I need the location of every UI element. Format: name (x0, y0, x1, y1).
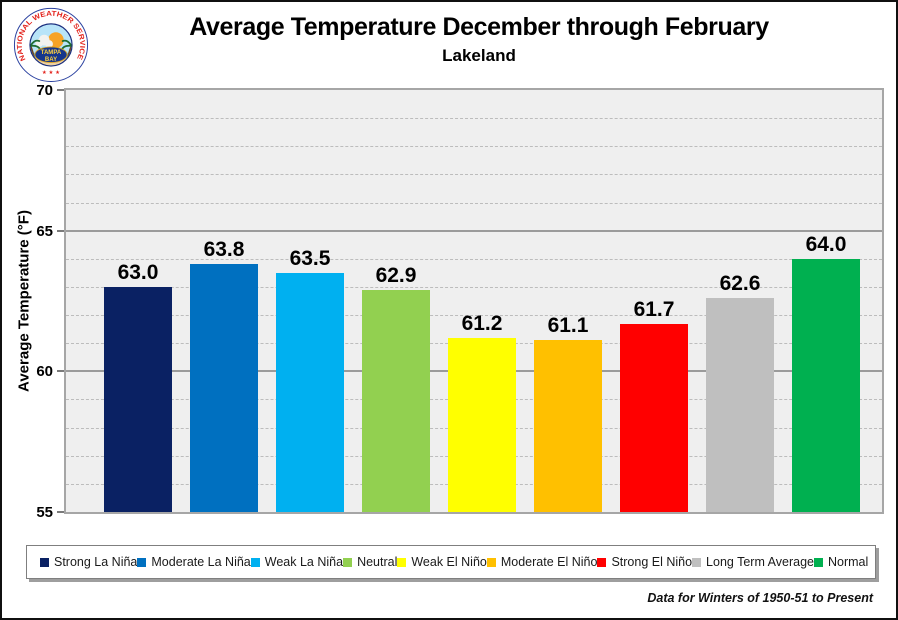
bar-value-label: 62.6 (719, 272, 761, 296)
logo-stars: ★ ★ ★ (42, 70, 60, 76)
legend-item: Weak La Niña (250, 555, 344, 569)
minor-gridline (66, 202, 882, 204)
minor-gridline (66, 286, 882, 288)
bar-value-label: 63.5 (289, 246, 331, 270)
y-tick-label: 65 (36, 222, 53, 240)
bar-value-label: 63.8 (203, 238, 245, 262)
legend-item: Moderate La Niña (137, 555, 251, 569)
legend-swatch (692, 557, 702, 567)
bar-weak-la-niña (276, 272, 344, 512)
legend-label: Strong La Niña (54, 555, 138, 569)
bar-long-term-average (706, 298, 774, 512)
bar-weak-el-niño (448, 337, 516, 512)
legend: Strong La Niña Moderate La Niña Weak La Ni… (26, 545, 876, 579)
y-tick-mark (57, 89, 64, 91)
minor-gridline (66, 174, 882, 176)
logo-banner (34, 46, 68, 63)
y-tick-label: 60 (36, 363, 53, 381)
minor-gridline (66, 146, 882, 148)
chart-title: Average Temperature December through Feb… (189, 13, 769, 41)
major-gridline (66, 229, 882, 232)
legend-label: Long Term Average (706, 555, 814, 569)
bar-moderate-el-niño (534, 340, 602, 512)
legend-swatch (40, 557, 49, 567)
minor-gridline (66, 118, 882, 120)
bar-strong-el-niño (620, 323, 688, 512)
legend-swatch (597, 557, 607, 567)
legend-label: Weak La Niña (264, 555, 344, 569)
minor-gridline (66, 315, 882, 317)
legend-swatch (250, 557, 260, 567)
legend-label: Weak El Niño (411, 555, 487, 569)
legend-swatch (137, 557, 147, 567)
legend-item: Normal (814, 555, 868, 569)
legend-label: Strong El Niño (611, 555, 693, 569)
bar-neutral (362, 289, 430, 512)
legend-item: Long Term Average (692, 555, 814, 569)
chart-subtitle: Lakeland (442, 46, 516, 65)
bar-strong-la-niña (104, 286, 172, 512)
y-tick-mark (57, 229, 64, 232)
legend-swatch (343, 557, 353, 567)
y-tick-label: 55 (36, 504, 53, 521)
bar-value-label: 62.9 (375, 263, 417, 287)
logo-banner-bottom-text: BAY (45, 57, 57, 63)
nws-tampa-bay-logo: NATIONAL WEATHER SERVICE (13, 7, 89, 82)
legend-label: Neutral (357, 555, 398, 569)
legend-item: Strong La Niña (40, 555, 137, 569)
bar-value-label: 61.1 (547, 314, 589, 338)
legend-item: Neutral (343, 555, 397, 569)
legend-item: Moderate El Niño (486, 555, 598, 569)
y-tick-label: 70 (36, 82, 53, 99)
bar-moderate-la-niña (190, 264, 258, 512)
legend-swatch (486, 557, 496, 567)
bar-value-label: 64.0 (805, 232, 847, 256)
legend-swatch (397, 557, 407, 567)
bar-value-label: 61.7 (633, 297, 675, 321)
legend-item: Weak El Niño (397, 555, 487, 569)
legend-item: Strong El Niño (597, 555, 692, 569)
legend-swatch (814, 557, 823, 567)
y-tick-mark (57, 511, 64, 513)
bar-value-label: 61.2 (461, 311, 503, 335)
legend-label: Moderate El Niño (500, 555, 598, 569)
legend-label: Moderate La Niña (151, 555, 251, 569)
plot-area: 63.0 63.8 63.5 62.9 61.2 61.1 61.7 62.6 64.0 (64, 88, 884, 514)
bar-normal (792, 258, 860, 512)
minor-gridline (66, 258, 882, 260)
footer-note: Data for Winters of 1950-51 to Present (647, 591, 873, 605)
y-tick-mark (57, 370, 64, 373)
logo-banner-top-text: TAMPA (41, 50, 62, 56)
bar-value-label: 63.0 (117, 260, 159, 284)
legend-label: Normal (828, 555, 869, 569)
